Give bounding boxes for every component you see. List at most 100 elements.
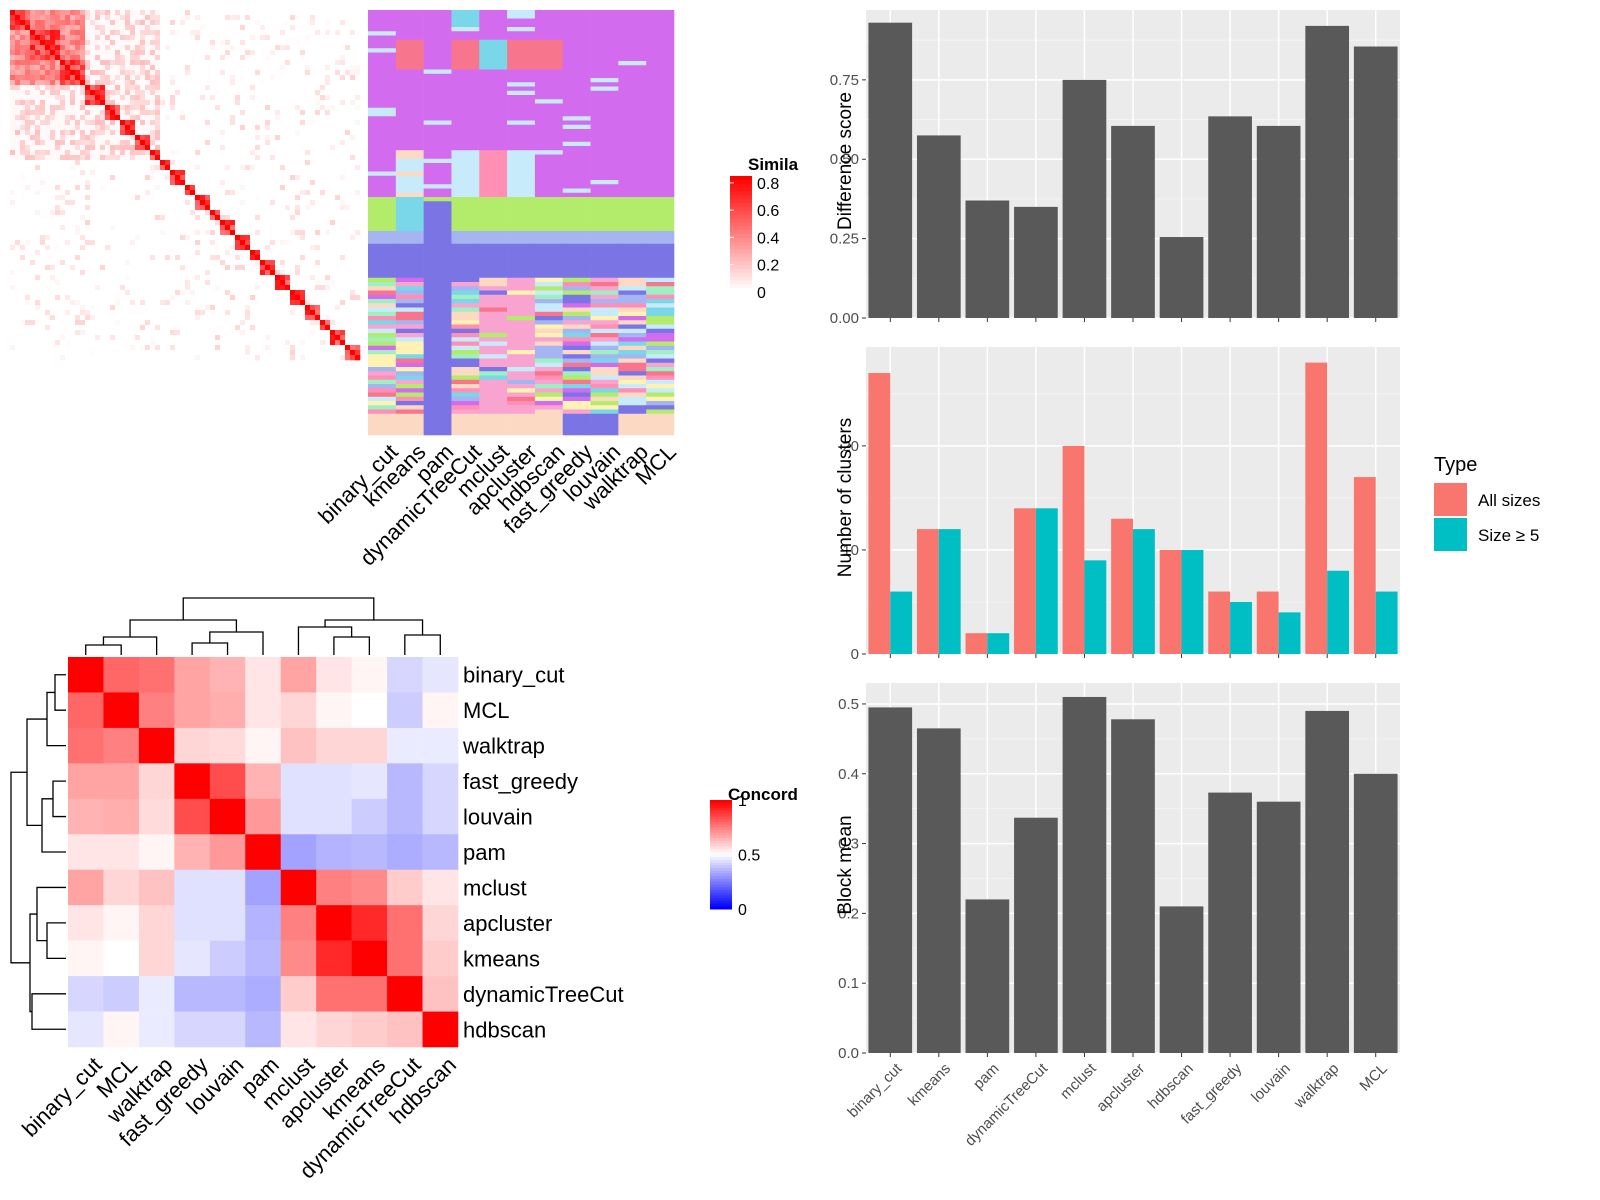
similarity-cell [220,240,226,246]
similarity-cell [90,45,96,51]
similarity-cell [185,95,191,101]
similarity-cell [320,300,326,306]
similarity-cell [315,325,321,331]
similarity-cell [225,215,231,221]
similarity-cell [10,80,16,86]
similarity-cell [75,85,81,91]
similarity-cell [315,275,321,281]
similarity-cell [195,170,201,176]
similarity-cell [95,155,101,161]
similarity-cell [85,235,91,241]
similarity-cell [310,305,316,311]
similarity-cell [70,125,76,131]
similarity-cell [70,205,76,211]
similarity-cell [60,335,66,341]
similarity-cell [270,255,276,261]
similarity-cell [340,135,346,141]
similarity-cell [260,190,266,196]
similarity-cell [145,315,151,321]
similarity-cell [345,315,351,321]
similarity-cell [350,225,356,231]
similarity-cell [250,90,256,96]
similarity-cell [175,75,181,81]
similarity-cell [195,350,201,356]
similarity-cell [145,140,151,146]
similarity-cell [270,85,276,91]
similarity-cell [340,225,346,231]
similarity-cell [190,135,196,141]
membership-cell [590,10,619,15]
similarity-cell [285,135,291,141]
similarity-cell [110,85,116,91]
similarity-cell [115,30,121,36]
similarity-cell [250,175,256,181]
similarity-cell [290,200,296,206]
similarity-cell [315,95,321,101]
similarity-cell [40,185,46,191]
similarity-cell [50,280,56,286]
similarity-cell [335,125,341,131]
similarity-cell [80,195,86,201]
similarity-cell [155,35,161,41]
similarity-cell [290,10,296,16]
similarity-cell [15,320,21,326]
similarity-cell [95,210,101,216]
similarity-cell [110,345,116,351]
similarity-cell [135,240,141,246]
similarity-cell [110,215,116,221]
similarity-cell [350,135,356,141]
similarity-cell [160,95,166,101]
similarity-cell [305,240,311,246]
similarity-cell [115,320,121,326]
similarity-cell [165,310,171,316]
similarity-cell [325,270,331,276]
similarity-cell [65,285,71,291]
similarity-cell [40,55,46,61]
similarity-cell [30,265,36,271]
membership-cell [646,39,675,45]
similarity-cell [110,290,116,296]
similarity-cell [330,220,336,226]
similarity-cell [255,135,261,141]
membership-cell [534,44,564,49]
similarity-cell [130,210,136,216]
similarity-cell [265,60,271,66]
similarity-cell [305,190,311,196]
similarity-cell [25,190,31,196]
similarity-cell [260,335,266,341]
similarity-cell [55,125,61,131]
similarity-cell [90,175,96,181]
similarity-cell [265,190,271,196]
similarity-cell [190,285,196,291]
similarity-cell [55,130,61,136]
similarity-cell [125,350,131,356]
similarity-cell [175,350,181,356]
similarity-cell [40,30,46,36]
similarity-cell [170,60,176,66]
similarity-cell [355,100,361,106]
similarity-cell [210,70,216,76]
similarity-cell [60,275,66,281]
similarity-cell [240,105,246,111]
similarity-cell [315,65,321,71]
similarity-cell [325,225,331,231]
similarity-cell [90,120,96,126]
similarity-cell [80,310,86,316]
similarity-cell [255,175,261,181]
similarity-cell [145,50,151,56]
similarity-cell [75,115,81,121]
similarity-cell [105,155,111,161]
similarity-cell [170,10,176,16]
similarity-cell [355,140,361,146]
similarity-cell [10,75,16,81]
similarity-cell [270,295,276,301]
similarity-cell [70,150,76,156]
similarity-cell [280,270,286,276]
similarity-cell [215,55,221,61]
similarity-cell [125,195,131,201]
similarity-cell [240,40,246,46]
similarity-cell [200,90,206,96]
similarity-cell [150,45,156,51]
similarity-cell [275,345,281,351]
similarity-cell [40,265,46,271]
